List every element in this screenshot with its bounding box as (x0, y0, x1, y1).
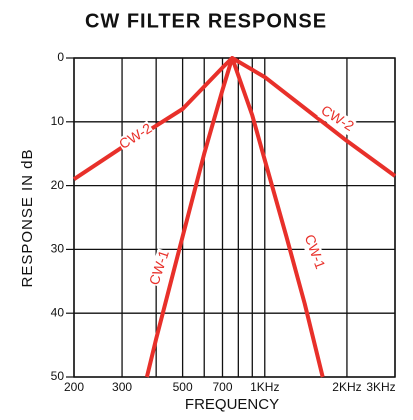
y-axis-label: RESPONSE IN dB (19, 148, 36, 287)
x-tick-label: 700 (212, 380, 232, 394)
x-axis-label: FREQUENCY (185, 396, 279, 413)
x-tick-label: 1KHz (250, 380, 279, 394)
series-label-bg (116, 120, 156, 154)
x-tick-label: 2KHz (332, 380, 361, 394)
x-tick-label: 200 (64, 380, 84, 394)
x-tick-label: 300 (112, 380, 132, 394)
x-tick-label: 3KHz (366, 380, 395, 394)
series-label-bg (317, 102, 357, 136)
series-line (144, 56, 325, 378)
series-label-bg (146, 248, 174, 288)
y-tick-label: 50 (51, 369, 65, 383)
y-tick-label: 30 (51, 242, 65, 256)
y-tick-label: 20 (51, 178, 65, 192)
y-tick-label: 10 (51, 114, 65, 128)
y-tick-label: 0 (57, 50, 64, 64)
series-label-bg (300, 232, 328, 272)
series-label: CW-2 (318, 102, 357, 135)
y-tick-label: 40 (51, 305, 65, 319)
x-tick-label: 500 (173, 380, 193, 394)
chart-title: CW FILTER RESPONSE (85, 10, 327, 32)
